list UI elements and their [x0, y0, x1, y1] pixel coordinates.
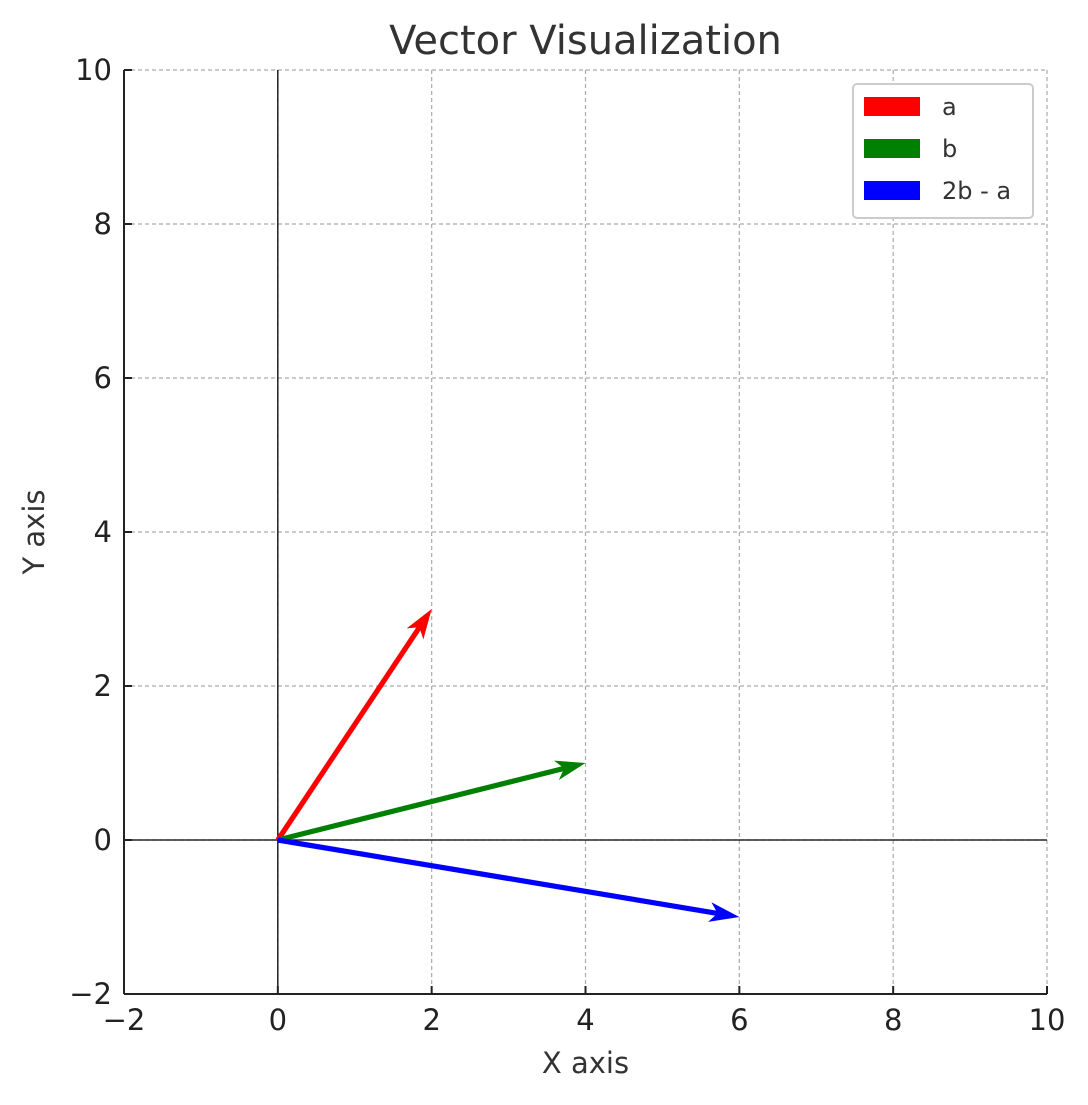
y-tick-label: 6: [94, 361, 112, 395]
y-tick-label: 4: [94, 515, 112, 549]
x-tick-label: 8: [884, 1003, 902, 1037]
x-tick-label: 10: [1029, 1003, 1066, 1037]
legend-swatch: [864, 181, 920, 200]
vector-b: [277, 760, 586, 843]
x-tick-label: 2: [422, 1003, 440, 1037]
x-tick-label: −2: [103, 1003, 146, 1037]
y-tick-label: −2: [69, 977, 112, 1011]
legend-swatch: [864, 139, 920, 158]
legend-label: a: [942, 93, 957, 121]
legend-label: 2b - a: [942, 177, 1011, 205]
vector-2b-a: [277, 837, 740, 922]
y-tick-label: 8: [94, 207, 112, 241]
y-axis-label: Y axis: [17, 489, 51, 575]
chart-title: Vector Visualization: [389, 18, 782, 64]
y-tick-label: 0: [94, 823, 112, 857]
vector-shaft: [277, 837, 719, 916]
legend-swatch: [864, 97, 920, 116]
vector-arrowhead: [708, 902, 740, 922]
legend-label: b: [942, 135, 957, 163]
x-tick-label: 6: [730, 1003, 748, 1037]
vector-arrowhead: [406, 609, 432, 640]
x-axis-label: X axis: [542, 1046, 629, 1080]
y-tick-label: 10: [75, 53, 112, 87]
x-tick-label: 4: [576, 1003, 594, 1037]
vector-a: [275, 609, 432, 842]
vector-arrowhead: [553, 760, 586, 780]
y-tick-label: 2: [94, 669, 112, 703]
legend: ab 2b - a: [852, 83, 1034, 219]
vectors: [275, 609, 740, 922]
x-tick-label: 0: [269, 1003, 287, 1037]
vector-shaft: [277, 765, 565, 843]
vector-shaft: [275, 625, 422, 842]
ticks: −2 0 2 4 6 8 10 −2 0 2 4 6 8 10: [69, 53, 1065, 1037]
